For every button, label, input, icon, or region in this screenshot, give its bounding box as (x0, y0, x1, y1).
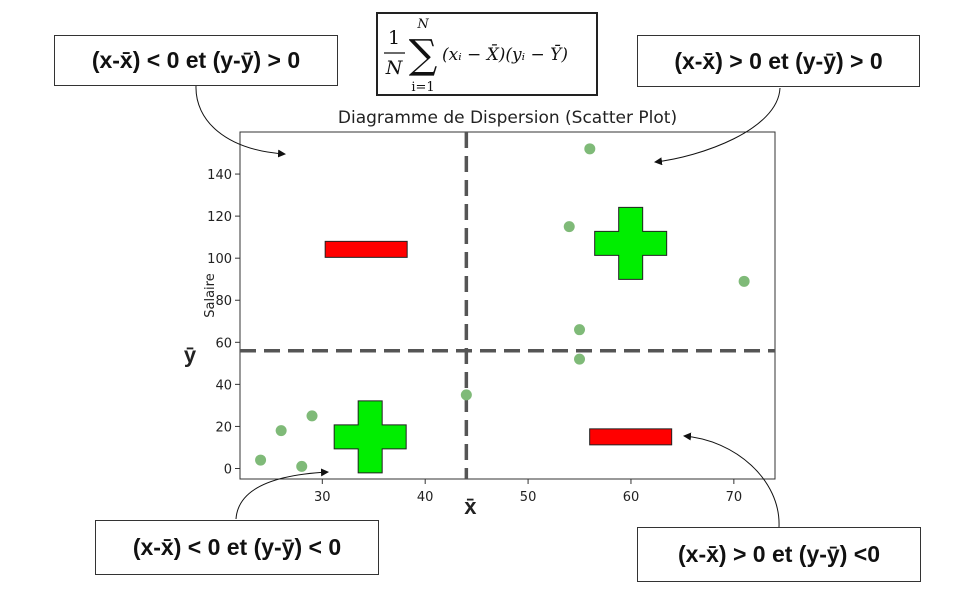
y-tick-label: 140 (207, 168, 232, 183)
x-tick-label: 60 (623, 490, 640, 505)
x-tick-label: 50 (520, 490, 537, 505)
x-tick-label: 30 (314, 490, 331, 505)
arrow-bottom-right (683, 432, 780, 528)
x-tick-label: 70 (726, 490, 743, 505)
formula-render: 1 N N ∑ i=1 (xᵢ − X̄)(yᵢ − Ȳ) (384, 17, 568, 95)
plot-frame (239, 131, 776, 480)
scatter-point (563, 221, 575, 233)
minus-sign-top-left (324, 240, 408, 258)
x-tick-label: 40 (417, 490, 434, 505)
scatter-point (460, 389, 472, 401)
formula-body: (xᵢ − X̄)(yᵢ − Ȳ) (442, 43, 568, 65)
formula-fraction-numerator: 1 (388, 27, 400, 49)
plus-sign-bottom-left (333, 400, 407, 474)
y-tick-label: 60 (215, 336, 232, 351)
mean-x-label: x̄ (464, 494, 477, 519)
scatter-point (738, 275, 750, 287)
callout-bottom-right: (x-x̄) > 0 et (y-ȳ) <0 (637, 527, 921, 582)
scatter-point (275, 425, 287, 437)
scatter-point (255, 454, 267, 466)
scatter-point (296, 460, 308, 472)
y-tick-label: 0 (224, 462, 232, 477)
formula-sum-upper: N (416, 17, 429, 32)
arrow-top-right (654, 87, 781, 166)
y-tick-label: 100 (207, 252, 232, 267)
callout-arrows (195, 85, 781, 528)
minus-sign-bottom-right (589, 428, 673, 446)
formula-fraction-denominator: N (385, 57, 404, 79)
y-tick-label: 40 (215, 378, 232, 393)
y-tick-label: 120 (207, 210, 232, 225)
formula-sum-symbol: ∑ (409, 32, 438, 78)
scatter-point (584, 143, 596, 155)
covariance-formula: 1 N N ∑ i=1 (xᵢ − X̄)(yᵢ − Ȳ) (376, 12, 598, 96)
scatter-point (574, 353, 586, 365)
y-tick-label: 80 (215, 294, 232, 309)
arrow-top-left (195, 85, 286, 158)
callout-top-right: (x-x̄) > 0 et (y-ȳ) > 0 (637, 35, 920, 87)
y-axis-label: Salaire (203, 273, 218, 317)
scatter-point (574, 324, 586, 336)
plus-sign-top-right (594, 206, 668, 280)
scatter-point (306, 410, 318, 422)
arrow-bottom-left (235, 468, 329, 520)
callout-bottom-left: (x-x̄) < 0 et (y-ȳ) < 0 (95, 520, 379, 575)
callout-top-left: (x-x̄) < 0 et (y-ȳ) > 0 (54, 35, 338, 86)
chart-title: Diagramme de Dispersion (Scatter Plot) (338, 108, 677, 128)
y-tick-label: 20 (215, 420, 232, 435)
formula-sum-lower: i=1 (411, 80, 434, 94)
mean-y-label: ȳ (184, 343, 197, 368)
